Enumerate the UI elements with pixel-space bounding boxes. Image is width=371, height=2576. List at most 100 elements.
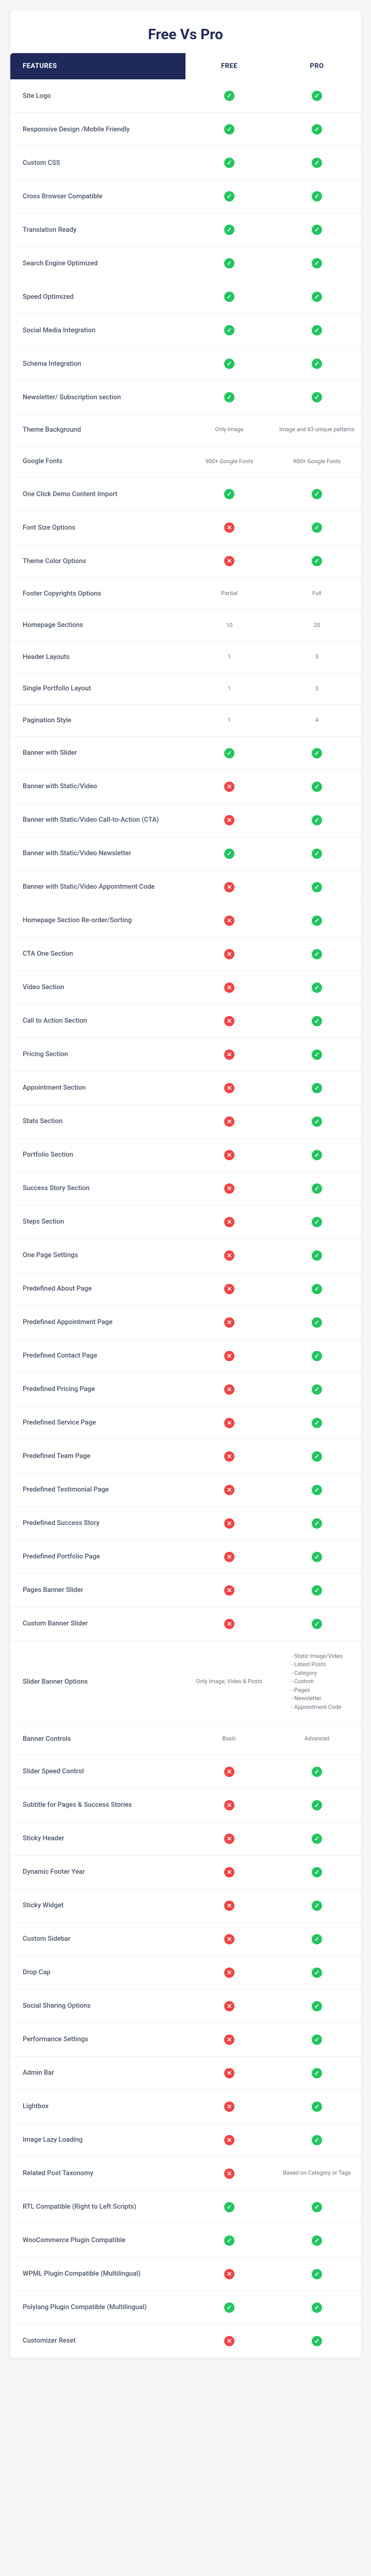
cross-icon: ✕ [224, 815, 234, 825]
free-cell: ✕ [185, 803, 273, 837]
check-icon: ✓ [312, 1284, 322, 1294]
cell-text: 20 [314, 622, 320, 629]
cross-icon: ✕ [224, 2035, 234, 2045]
free-cell: 900+ Google Fonts [185, 446, 273, 478]
table-row: Google Fonts900+ Google Fonts900+ Google… [10, 446, 361, 478]
table-row: WooCommerce Plugin Compatible✓✓ [10, 2224, 361, 2257]
check-icon: ✓ [312, 1934, 322, 1944]
free-cell: ✕ [185, 1172, 273, 1205]
cross-icon: ✕ [224, 2001, 234, 2011]
free-cell: ✕ [185, 1956, 273, 1989]
table-row: Theme BackgroundOnly ImageImage and 63 u… [10, 414, 361, 446]
free-cell: ✕ [185, 2257, 273, 2291]
free-cell: ✕ [185, 1788, 273, 1822]
col-free: FREE [185, 53, 273, 79]
table-row: Predefined Success Story✕✓ [10, 1506, 361, 1540]
comparison-container: Free Vs Pro FEATURES FREE PRO Site Logo✓… [10, 10, 361, 2358]
cross-icon: ✕ [224, 2269, 234, 2279]
table-row: Pricing Section ✕ ✓ [10, 1038, 361, 1071]
feature-label: Related Post Taxonomy [10, 2157, 185, 2190]
table-row: Footer Copyrights OptionsPartialFull [10, 578, 361, 610]
feature-label: Homepage Sections [10, 609, 185, 641]
cross-icon: ✕ [224, 1968, 234, 1978]
pro-cell: ✓ [273, 1205, 361, 1239]
free-cell: ✕ [185, 770, 273, 803]
pro-cell: ✓ [273, 511, 361, 545]
check-icon: ✓ [312, 124, 322, 134]
cross-icon: ✕ [224, 1049, 234, 1060]
free-cell: ✕ [185, 2324, 273, 2358]
free-cell: ✓ [185, 736, 273, 770]
feature-label: Pricing Section [10, 1038, 185, 1071]
pro-cell: ✓ [273, 1473, 361, 1506]
feature-label: Custom Sidebar [10, 1922, 185, 1956]
check-icon: ✓ [312, 258, 322, 268]
free-cell: ✕ [185, 2023, 273, 2056]
table-row: Predefined Portfolio Page✕✓ [10, 1540, 361, 1573]
header-row: FEATURES FREE PRO [10, 53, 361, 79]
table-row: Social Sharing Options✕✓ [10, 1989, 361, 2023]
free-cell: ✕ [185, 870, 273, 904]
check-icon: ✓ [312, 1049, 322, 1060]
cross-icon: ✕ [224, 2135, 234, 2145]
check-icon: ✓ [312, 1418, 322, 1428]
table-row: Speed Optimized✓✓ [10, 280, 361, 314]
pro-cell: Static Image/VideoLatest PostsCategoryCu… [273, 1640, 361, 1723]
check-icon: ✓ [312, 2336, 322, 2346]
cross-icon: ✕ [224, 1418, 234, 1428]
check-icon: ✓ [312, 191, 322, 201]
cross-icon: ✕ [224, 1834, 234, 1844]
table-row: Custom Banner Slider✕✓ [10, 1607, 361, 1640]
free-cell: ✕ [185, 1138, 273, 1172]
table-row: Search Engine Optimized✓✓ [10, 247, 361, 280]
pro-cell: ✓ [273, 1956, 361, 1989]
pro-cell: ✓ [273, 280, 361, 314]
cross-icon: ✕ [224, 2102, 234, 2112]
check-icon: ✓ [312, 815, 322, 825]
free-cell: ✕ [185, 1573, 273, 1607]
table-row: Predefined Team Page✕✓ [10, 1439, 361, 1473]
pro-cell: ✓ [273, 1004, 361, 1038]
check-icon: ✓ [312, 748, 322, 758]
feature-label: Banner with Slider [10, 736, 185, 770]
check-icon: ✓ [312, 1250, 322, 1261]
list-item: Static Image/Video [291, 1652, 343, 1661]
feature-label: Lightbox [10, 2090, 185, 2123]
check-icon: ✓ [312, 392, 322, 402]
feature-label: Speed Optimized [10, 280, 185, 314]
pro-cell: ✓ [273, 1105, 361, 1138]
pro-cell: ✓ [273, 1788, 361, 1822]
feature-label: One Page Settings [10, 1239, 185, 1272]
feature-label: Sticky Header [10, 1822, 185, 1855]
check-icon: ✓ [312, 882, 322, 892]
table-row: Font Size Options✕✓ [10, 511, 361, 545]
cross-icon: ✕ [224, 1250, 234, 1261]
free-cell: ✕ [185, 1038, 273, 1071]
pro-cell: ✓ [273, 545, 361, 578]
pro-cell: ✓ [273, 1272, 361, 1306]
check-icon: ✓ [312, 1485, 322, 1495]
cell-text: 1 [228, 653, 231, 660]
cell-text: 10 [226, 622, 232, 629]
feature-label: Pages Banner Slider [10, 1573, 185, 1607]
feature-label: Appointment Section [10, 1071, 185, 1105]
cross-icon: ✕ [224, 1384, 234, 1395]
table-row: Banner with Slider✓✓ [10, 736, 361, 770]
cell-text: Only Image, Video & Posts [196, 1678, 262, 1685]
pro-cell: ✓ [273, 1239, 361, 1272]
cross-icon: ✕ [224, 1183, 234, 1194]
feature-label: Banner with Static/Video Appointment Cod… [10, 870, 185, 904]
table-row: Banner ControlsBasicAdvanced [10, 1723, 361, 1755]
feature-label: Dynamic Footer Year [10, 1855, 185, 1889]
table-row: WPML Plugin Compatible (Multilingual)✕✓ [10, 2257, 361, 2291]
cross-icon: ✕ [224, 1552, 234, 1562]
pro-cell: ✓ [273, 113, 361, 146]
table-row: Predefined Pricing Page✕✓ [10, 1372, 361, 1406]
table-row: Banner with Static/Video Call-to-Action … [10, 803, 361, 837]
pro-cell: ✓ [273, 736, 361, 770]
table-row: Banner with Static/Video✕✓ [10, 770, 361, 803]
table-row: Image Lazy Loading✕✓ [10, 2123, 361, 2157]
free-cell: ✕ [185, 1372, 273, 1406]
free-cell: ✕ [185, 2090, 273, 2123]
check-icon: ✓ [312, 916, 322, 926]
